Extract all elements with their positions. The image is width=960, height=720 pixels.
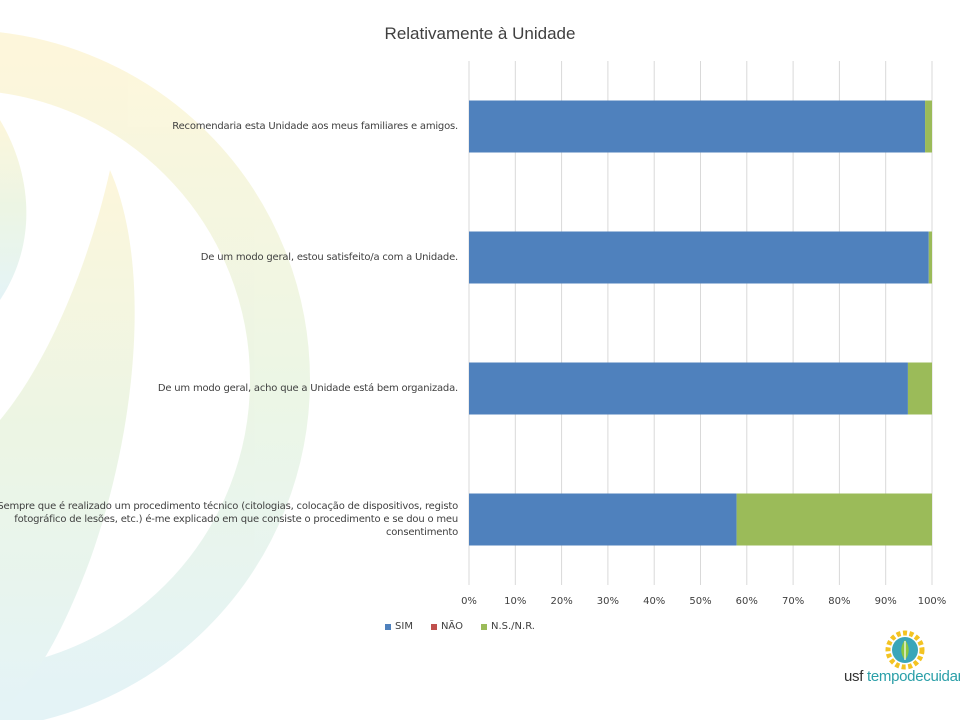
bar-segment: [469, 362, 908, 415]
bar-segment: [469, 493, 737, 546]
x-tick-label: 30%: [597, 596, 619, 607]
chart-title: Relativamente à Unidade: [384, 24, 576, 43]
x-tick-label: 50%: [689, 596, 711, 607]
bar-segment: [736, 493, 932, 546]
x-tick-label: 20%: [550, 596, 572, 607]
category-label: Recomendaria esta Unidade aos meus famil…: [172, 121, 458, 132]
usf-logo: usf tempodecuidar: [830, 628, 960, 688]
category-label: De um modo geral, acho que a Unidade est…: [157, 383, 458, 394]
x-tick-label: 10%: [504, 596, 526, 607]
x-tick-label: 0%: [461, 596, 477, 607]
gear-leaf-icon: [885, 630, 925, 670]
x-tick-label: 60%: [736, 596, 758, 607]
x-tick-label: 90%: [875, 596, 897, 607]
legend-swatch: [430, 623, 437, 630]
legend-label: NÃO: [440, 621, 463, 632]
bar-segment: [469, 100, 926, 153]
legend-label: SIM: [395, 621, 413, 632]
legend-item-sim: SIM: [385, 621, 413, 632]
category-label: Sempre que é realizado um procedimento t…: [0, 501, 458, 538]
logo-text: usf tempodecuidar: [844, 668, 960, 685]
category-label: De um modo geral, estou satisfeito/a com…: [200, 252, 458, 263]
bar-segment: [925, 100, 932, 153]
x-tick-label: 40%: [643, 596, 665, 607]
legend-swatch: [385, 623, 392, 630]
logo-text-prefix: usf: [844, 668, 867, 685]
chart-legend: SIM NÃO N.S./N.R.: [0, 621, 960, 632]
legend-label: N.S./N.R.: [490, 621, 535, 632]
x-tick-label: 70%: [782, 596, 804, 607]
bar-segment: [907, 362, 932, 415]
x-tick-label: 100%: [918, 596, 947, 607]
bar-segment: [469, 231, 929, 284]
legend-item-nsnr: N.S./N.R.: [480, 621, 535, 632]
legend-item-nao: NÃO: [430, 621, 463, 632]
logo-text-accent: tempodecuidar: [866, 668, 960, 685]
x-tick-label: 80%: [828, 596, 850, 607]
legend-swatch: [480, 623, 487, 630]
bar-segment: [928, 231, 932, 284]
